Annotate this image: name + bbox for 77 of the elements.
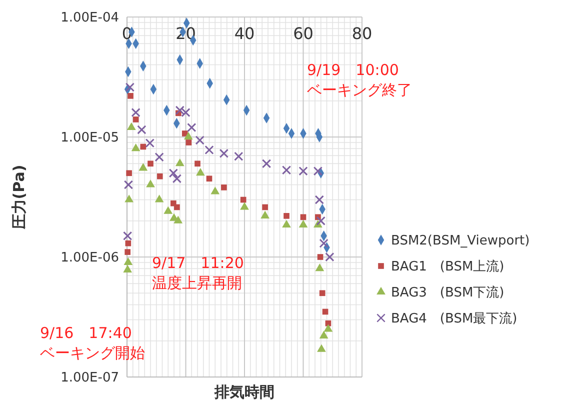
point [316, 216, 326, 226]
point [124, 194, 134, 202]
point [154, 194, 164, 202]
point [154, 152, 164, 162]
point [219, 148, 229, 158]
y-tick-label: 1.00E-06 [60, 250, 119, 266]
point [317, 344, 326, 352]
point [313, 166, 323, 176]
point [123, 264, 132, 273]
point [260, 210, 270, 218]
point [124, 180, 134, 190]
point [282, 166, 292, 175]
point [319, 238, 328, 248]
point [284, 212, 290, 219]
point [148, 160, 154, 167]
point [186, 140, 192, 146]
point [140, 144, 146, 150]
point [314, 195, 324, 204]
point [240, 202, 249, 210]
x-axis-title: 排気時間 [214, 383, 274, 400]
point [319, 330, 328, 338]
point [324, 324, 333, 332]
point [174, 204, 180, 210]
x-tick-label: 60 [293, 24, 314, 43]
x-tick-label: 40 [234, 24, 255, 43]
point [319, 290, 326, 296]
point [194, 160, 200, 167]
y-tick-label: 1.00E-07 [60, 370, 119, 386]
point [131, 144, 140, 152]
point [175, 158, 184, 166]
point [168, 168, 178, 178]
point [126, 122, 136, 130]
y-tick-label: 1.00E-05 [60, 130, 119, 146]
point [315, 264, 324, 272]
annotation: 9/19 10:00 ベーキング終了 [307, 61, 412, 99]
legend-label: BAG4 (BSM最下流) [391, 310, 518, 327]
point [221, 184, 227, 190]
point [172, 174, 182, 184]
point [298, 166, 308, 176]
point [123, 231, 132, 240]
y-axis-title: 圧力(Pa) [10, 164, 28, 230]
point [196, 168, 205, 176]
point [125, 82, 135, 92]
point [204, 145, 214, 155]
legend-label: BAG1 (BSM上流) [391, 258, 504, 275]
point [262, 204, 268, 210]
legend-label: BSM2(BSM_Viewport) [391, 234, 530, 249]
point [137, 125, 146, 134]
point [138, 163, 148, 171]
point [128, 92, 134, 99]
annotation: 9/16 17:40 ベーキング開始 [40, 324, 145, 362]
point [325, 252, 334, 262]
point [164, 206, 173, 214]
point [298, 220, 308, 228]
point [156, 173, 163, 180]
point [184, 132, 193, 140]
legend-label: BAG3 (BSM下流) [391, 284, 504, 301]
point [146, 180, 155, 188]
point [206, 176, 212, 182]
point [195, 136, 204, 145]
point [300, 214, 306, 220]
point [187, 122, 196, 132]
y-tick-label: 1.00E-04 [60, 10, 119, 26]
point [126, 170, 132, 176]
annotation: 9/17 11:20 温度上昇再開 [152, 254, 244, 292]
point [124, 249, 131, 255]
point [145, 138, 154, 148]
point [210, 186, 220, 194]
point [234, 152, 244, 161]
point [174, 216, 183, 224]
point [262, 159, 272, 168]
point [124, 257, 133, 266]
point [131, 108, 140, 118]
x-tick-label: 80 [352, 24, 372, 43]
point [282, 220, 291, 228]
point [132, 116, 139, 122]
point [317, 254, 324, 260]
